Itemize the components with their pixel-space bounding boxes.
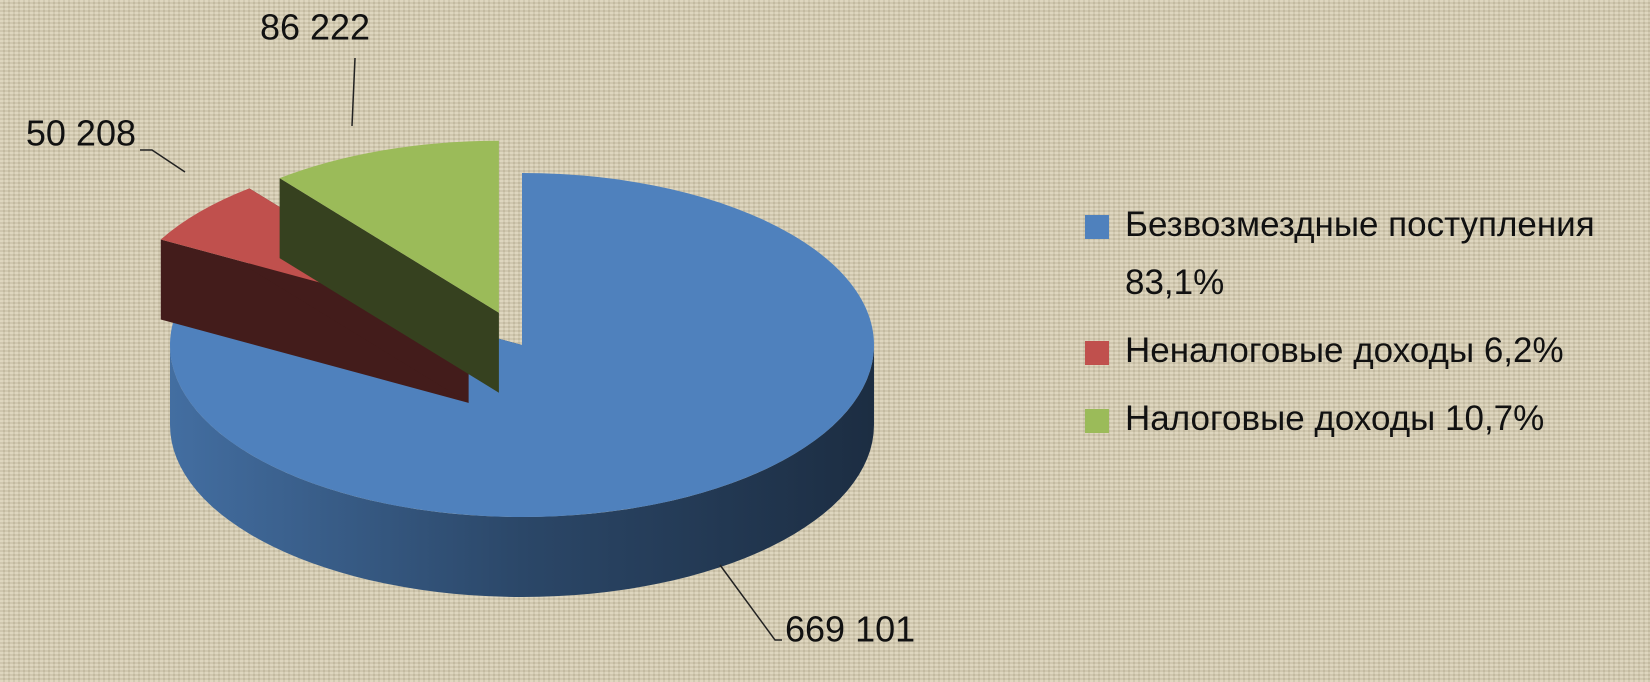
slice-wall [279,178,499,393]
legend-label: Налоговые доходы 10,7% [1125,399,1545,438]
legend-swatch [1085,409,1109,433]
data-label: 86 222 [260,7,370,48]
legend-item: Неналоговые доходы 6,2% [1085,322,1605,380]
leader-line [351,57,356,127]
legend: Безвозмездные поступления 83,1% Неналогов… [1085,196,1605,458]
legend-swatch [1085,215,1109,239]
legend-label: Неналоговые доходы 6,2% [1125,331,1564,370]
legend-label: Безвозмездные поступления 83,1% [1125,205,1595,302]
slice-top [279,140,499,313]
slice [279,140,499,393]
legend-item: Налоговые доходы 10,7% [1085,390,1605,448]
slice-side [170,345,874,597]
legend-swatch [1085,341,1109,365]
slice-wall [160,239,469,403]
leader-line [140,149,186,173]
leader-line [719,564,782,641]
data-label: 669 101 [785,609,915,650]
data-label: 50 208 [26,113,136,154]
slice-top [169,173,875,517]
legend-item: Безвозмездные поступления 83,1% [1085,196,1605,312]
